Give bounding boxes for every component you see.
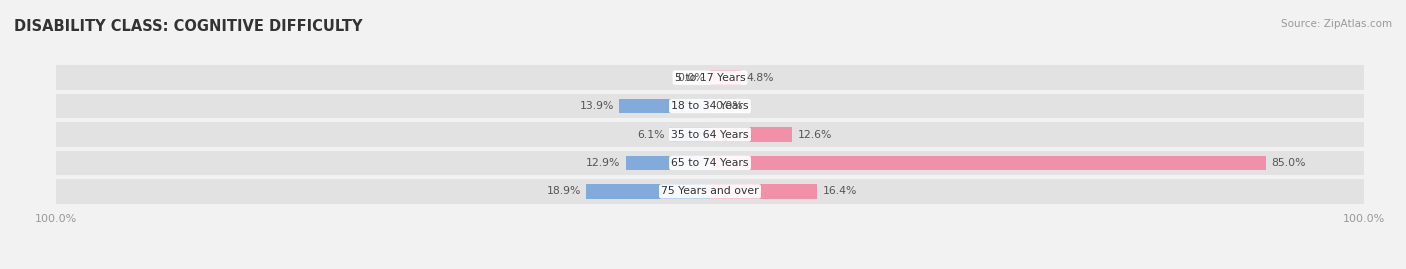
Text: 6.1%: 6.1%: [637, 129, 665, 140]
Text: 0.0%: 0.0%: [678, 73, 704, 83]
Bar: [586, 184, 710, 199]
Text: 16.4%: 16.4%: [823, 186, 856, 196]
Bar: [56, 179, 1364, 204]
Text: 12.6%: 12.6%: [797, 129, 832, 140]
Text: 75 Years and over: 75 Years and over: [661, 186, 759, 196]
Text: 0.0%: 0.0%: [716, 101, 742, 111]
Bar: [626, 155, 710, 170]
Bar: [710, 184, 817, 199]
Text: DISABILITY CLASS: COGNITIVE DIFFICULTY: DISABILITY CLASS: COGNITIVE DIFFICULTY: [14, 19, 363, 34]
Bar: [671, 127, 710, 142]
Bar: [710, 70, 741, 85]
Text: 35 to 64 Years: 35 to 64 Years: [671, 129, 749, 140]
Bar: [619, 99, 710, 114]
Bar: [56, 65, 1364, 90]
Text: 65 to 74 Years: 65 to 74 Years: [671, 158, 749, 168]
Bar: [710, 127, 793, 142]
Text: 12.9%: 12.9%: [586, 158, 620, 168]
Bar: [56, 94, 1364, 118]
Text: 4.8%: 4.8%: [747, 73, 775, 83]
Bar: [56, 122, 1364, 147]
Text: 13.9%: 13.9%: [579, 101, 614, 111]
Bar: [56, 151, 1364, 175]
Text: 18 to 34 Years: 18 to 34 Years: [671, 101, 749, 111]
Bar: [710, 155, 1265, 170]
Text: 18.9%: 18.9%: [547, 186, 581, 196]
Text: 5 to 17 Years: 5 to 17 Years: [675, 73, 745, 83]
Text: 85.0%: 85.0%: [1271, 158, 1306, 168]
Legend: Male, Female: Male, Female: [651, 264, 769, 269]
Text: Source: ZipAtlas.com: Source: ZipAtlas.com: [1281, 19, 1392, 29]
